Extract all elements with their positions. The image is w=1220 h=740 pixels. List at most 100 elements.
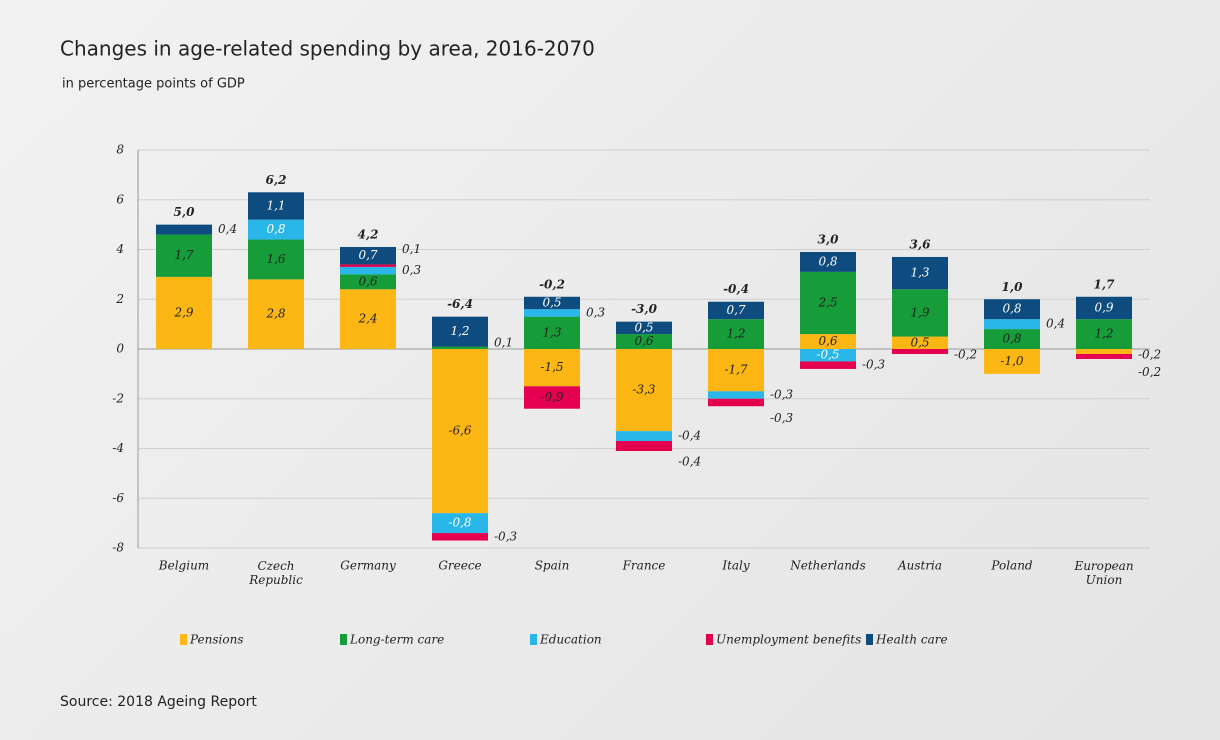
total-label: 5,0 [174, 205, 196, 219]
bar-segment [984, 329, 1040, 349]
bar-segment [708, 301, 764, 320]
value-label: 0,3 [586, 305, 605, 319]
x-tick-label: France [622, 559, 666, 573]
value-label: 1,2 [1094, 327, 1113, 341]
value-label: 0,8 [1002, 302, 1021, 316]
bar-segment [892, 336, 948, 349]
value-label: 0,8 [1002, 332, 1021, 346]
legend-label: Long-term care [349, 633, 444, 647]
legend-label: Health care [875, 633, 948, 647]
value-label: 2,8 [265, 307, 285, 321]
value-label: 1,3 [910, 266, 929, 280]
bar-segment [248, 279, 304, 349]
bar-segment [248, 239, 304, 280]
value-label: -0,3 [770, 388, 794, 402]
value-label: -0,2 [1138, 365, 1161, 379]
value-label: 1,3 [542, 325, 561, 339]
bar-segment [892, 289, 948, 337]
y-tick-label: -4 [112, 441, 124, 455]
total-label: 1,7 [1094, 277, 1116, 291]
bar-segment [708, 319, 764, 349]
value-label: 0,4 [218, 222, 237, 236]
bar-segment [708, 398, 764, 407]
bar-segment [800, 349, 856, 362]
value-label: 0,9 [1094, 300, 1113, 314]
value-label: 0,3 [402, 263, 421, 277]
x-tick-label: Netherlands [789, 559, 866, 573]
value-label: 1,9 [910, 305, 929, 319]
bar-segment [616, 321, 672, 335]
bar-segment [800, 334, 856, 349]
value-label: -0,2 [954, 348, 977, 362]
bar-segment [1076, 319, 1132, 349]
bar-segment [340, 266, 396, 275]
bar-segment [1076, 353, 1132, 359]
value-label: 2,4 [357, 312, 377, 326]
value-label: -0,3 [862, 358, 886, 372]
y-tick-label: -2 [112, 391, 124, 405]
bar-segment [708, 391, 764, 399]
value-label: -0,3 [494, 529, 518, 543]
value-label: 1,7 [174, 248, 193, 262]
bar-segment [432, 533, 488, 541]
value-label: 0,5 [910, 335, 929, 349]
bar-segment [800, 271, 856, 335]
y-tick-label: -8 [112, 541, 124, 555]
y-tick-label: 6 [116, 192, 124, 206]
chart-title: Changes in age-related spending by area,… [60, 37, 595, 61]
total-label: -0,4 [723, 282, 749, 296]
bar-segment [1076, 296, 1132, 320]
bar-segment [1076, 349, 1132, 354]
legend-label: Education [539, 633, 602, 647]
value-label: -0,4 [678, 429, 701, 443]
value-label: 0,1 [402, 242, 421, 256]
value-label: 0,5 [542, 295, 561, 309]
legend-swatch [706, 634, 713, 645]
legend-swatch [866, 634, 873, 645]
bar-segment [524, 309, 580, 317]
bar-segment [616, 431, 672, 442]
value-label: 0,7 [358, 248, 377, 262]
value-label: 2,5 [817, 295, 837, 309]
bar-segment [432, 349, 488, 514]
total-label: 3,6 [910, 237, 932, 251]
value-label: -0,4 [678, 455, 701, 469]
x-tick-label: Poland [990, 559, 1033, 573]
legend-label: Unemployment benefits [716, 633, 861, 647]
value-label: 0,6 [818, 334, 837, 348]
bar-segment [340, 289, 396, 349]
value-label: 0,5 [634, 320, 653, 334]
y-tick-label: 2 [115, 292, 124, 306]
value-label: 0,6 [358, 274, 377, 288]
bar-segment [616, 334, 672, 349]
y-tick-label: 0 [116, 342, 124, 356]
x-tick-label: Italy [721, 559, 750, 573]
x-tick-label: Belgium [158, 559, 209, 573]
bar-segment [984, 299, 1040, 320]
total-label: 3,0 [818, 232, 840, 246]
bar-segment [432, 346, 488, 349]
x-tick-label: Greece [438, 559, 481, 573]
value-label: 1,1 [266, 198, 285, 212]
total-label: -6,4 [447, 297, 473, 311]
value-label: 0,8 [266, 222, 285, 236]
x-tick-label: Spain [535, 559, 570, 573]
bar-segment [892, 349, 948, 354]
y-tick-label: -6 [112, 491, 124, 505]
legend-label: Pensions [189, 633, 243, 647]
value-label: -0,2 [1138, 348, 1161, 362]
y-tick-label: 8 [116, 143, 124, 157]
value-label: 1,2 [726, 327, 745, 341]
legend-swatch [180, 634, 187, 645]
value-label: 0,8 [818, 254, 837, 268]
value-label: 2,9 [173, 305, 193, 319]
bar-segment [800, 251, 856, 272]
value-label: 1,2 [450, 324, 469, 338]
legend-swatch [340, 634, 347, 645]
bar-segment [616, 441, 672, 451]
x-tick-label: Czech Republic [248, 559, 303, 587]
bar-segment [432, 513, 488, 534]
value-label: -0,9 [540, 390, 564, 404]
value-label: -0,8 [448, 516, 472, 530]
